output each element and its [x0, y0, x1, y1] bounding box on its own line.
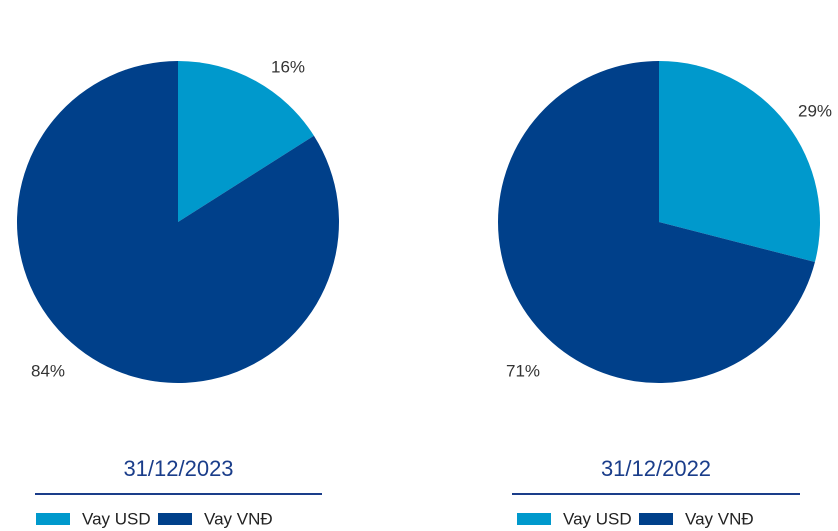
pie-slice	[178, 61, 314, 222]
chart-title: 31/12/2022	[601, 456, 711, 481]
legend-label: Vay USD	[563, 509, 632, 528]
data-label: 71%	[506, 361, 540, 380]
data-label: 84%	[31, 361, 65, 380]
legend-swatch	[517, 513, 551, 525]
data-label: 16%	[271, 57, 305, 76]
legend-swatch	[158, 513, 192, 525]
pie-slice	[659, 61, 820, 263]
pie-slice	[17, 61, 339, 383]
chart-title: 31/12/2023	[123, 456, 233, 481]
legend-label: Vay VNĐ	[685, 509, 754, 528]
legend-label: Vay USD	[82, 509, 151, 528]
legend-label: Vay VNĐ	[204, 509, 273, 528]
data-label: 29%	[798, 101, 832, 120]
legend-swatch	[639, 513, 673, 525]
pie-slice	[498, 61, 815, 383]
legend-swatch	[36, 513, 70, 525]
